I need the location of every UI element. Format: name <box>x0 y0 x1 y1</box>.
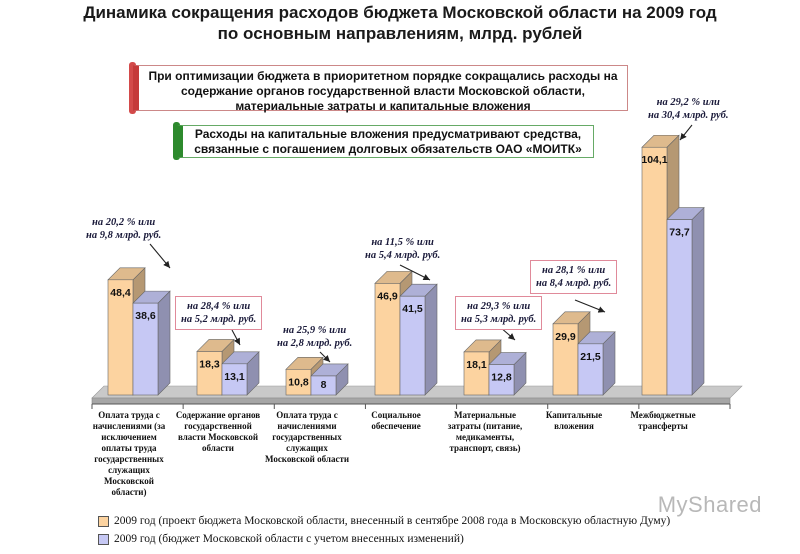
chart-bars: 48,4 38,6 18,3 13,1 10,8 8 46,9 41,5 18,1 12,8 29,… <box>107 134 705 396</box>
bar-side <box>691 206 705 396</box>
bar-value-label: 38,6 <box>135 310 156 322</box>
category-label-4: Материальные затраты (питание, медикамен… <box>447 410 523 453</box>
annotation-line-2: на 5,4 млрд. руб. <box>365 250 441 261</box>
note-scroll-marker <box>129 62 136 114</box>
watermark-logo: MyShared <box>658 492 762 518</box>
category-label-3: Социальное обеспечение <box>371 410 421 431</box>
annotation-line-1: на 29,3 % или <box>467 301 531 312</box>
legend-swatch-lavender <box>98 533 109 545</box>
bar-front <box>132 302 159 396</box>
bar-front <box>552 323 579 396</box>
note-capital-text: Расходы на капитальные вложения предусма… <box>194 127 582 156</box>
bar-front <box>641 146 668 396</box>
annotation-line-2: на 5,2 млрд. руб. <box>181 314 257 325</box>
annotation-line-2: на 30,4 млрд. руб. <box>648 110 729 121</box>
bar-value-label: 41,5 <box>402 303 423 315</box>
annotation-arrow <box>574 299 606 313</box>
annotation-arrow <box>679 124 693 141</box>
annotation-line-1: на 28,4 % или <box>187 301 251 312</box>
bar-series-1-4: 18,1 <box>463 339 502 396</box>
annotation-arrows <box>149 124 693 363</box>
change-annotation-2: на 25,9 % или на 2,8 млрд. руб. <box>277 324 352 350</box>
annotation-line-2: на 8,4 млрд. руб. <box>536 278 612 289</box>
bar-value-label: 8 <box>321 379 327 391</box>
bar-value-label: 73,7 <box>669 227 690 239</box>
annotation-line-2: на 5,3 млрд. руб. <box>461 314 537 325</box>
bar-value-label: 46,9 <box>377 290 398 302</box>
annotation-arrow <box>399 264 431 281</box>
bar-value-label: 18,1 <box>466 359 487 371</box>
annotation-line-2: на 9,8 млрд. руб. <box>86 230 162 241</box>
bar-front <box>285 368 312 396</box>
annotation-line-2: на 2,8 млрд. руб. <box>277 338 353 349</box>
annotation-arrow <box>149 243 171 269</box>
floor-front <box>91 397 731 405</box>
legend-item-series-1: 2009 год (проект бюджета Московской обла… <box>98 515 670 527</box>
bar-series-2-0: 38,6 <box>132 290 171 396</box>
annotation-line-1: на 28,1 % или <box>542 265 606 276</box>
bar-front <box>488 364 515 396</box>
bar-value-label: 29,9 <box>555 331 576 343</box>
category-label-6: Межбюджетные трансферты <box>630 410 696 431</box>
category-label-2: Оплата труда с начислениями государствен… <box>264 410 350 464</box>
category-label-1: Содержание органов государственной власт… <box>175 410 261 453</box>
chart-title: Динамика сокращения расходов бюджета Мос… <box>0 2 800 44</box>
bar-series-2-2: 8 <box>310 363 349 396</box>
bar-side <box>424 283 438 396</box>
legend-label-series-1: 2009 год (проект бюджета Московской обла… <box>114 515 671 527</box>
bar-series-2-5: 21,5 <box>577 331 616 396</box>
note-scroll-marker-green <box>173 122 180 160</box>
annotation-arrow <box>319 351 331 363</box>
annotation-line-1: на 20,2 % или <box>92 217 156 228</box>
category-label-5: Капитальные вложения <box>545 410 603 431</box>
bar-value-label: 18,3 <box>199 358 220 370</box>
bar-front <box>196 351 223 396</box>
bar-value-label: 48,4 <box>110 287 131 299</box>
annotation-arrow <box>231 329 241 346</box>
title-line-2: по основным направлениям, млрд. рублей <box>217 24 583 43</box>
note-optimization-text: При оптимизации бюджета в приоритетном п… <box>148 69 618 113</box>
annotation-line-1: на 29,2 % или <box>656 97 720 108</box>
bar-series-2-1: 13,1 <box>221 351 260 396</box>
bar-front <box>310 375 337 396</box>
bar-value-label: 21,5 <box>580 351 601 363</box>
bar-front <box>577 343 604 396</box>
legend-label-series-2: 2009 год (бюджет Московской области с уч… <box>114 533 464 545</box>
bar-front <box>107 279 134 396</box>
change-annotation-1: на 28,4 % или на 5,2 млрд. руб. <box>175 296 263 330</box>
title-line-1: Динамика сокращения расходов бюджета Мос… <box>83 3 717 22</box>
note-capital-investments: Расходы на капитальные вложения предусма… <box>177 125 594 158</box>
bar-side <box>157 290 171 396</box>
change-annotation-5: на 28,1 % или на 8,4 млрд. руб. <box>530 260 618 294</box>
bar-front <box>374 283 401 396</box>
bar-front <box>399 295 426 396</box>
bar-value-label: 10,8 <box>288 376 309 388</box>
bar-series-2-6: 73,7 <box>666 206 705 396</box>
change-annotation-3: на 11,5 % или на 5,4 млрд. руб. <box>365 236 440 262</box>
bar-front <box>221 363 248 396</box>
legend-swatch-orange <box>98 515 109 527</box>
legend-item-series-2: 2009 год (бюджет Московской области с уч… <box>98 533 464 545</box>
annotation-line-1: на 11,5 % или <box>371 237 434 248</box>
bar-front <box>666 219 693 396</box>
change-annotation-6: на 29,2 % или на 30,4 млрд. руб. <box>648 96 729 122</box>
bar-series-2-4: 12,8 <box>488 351 527 396</box>
change-annotation-0: на 20,2 % или на 9,8 млрд. руб. <box>86 216 161 242</box>
bar-value-label: 13,1 <box>224 371 245 383</box>
bar-value-label: 104,1 <box>641 154 667 166</box>
note-optimization: При оптимизации бюджета в приоритетном п… <box>133 65 628 113</box>
watermark-text: MyShared <box>657 492 762 517</box>
bar-series-2-3: 41,5 <box>399 283 438 396</box>
annotation-line-1: на 25,9 % или <box>283 325 347 336</box>
bar-value-label: 12,8 <box>491 372 512 384</box>
category-label-0: Оплата труда с начислениями (за исключен… <box>92 410 166 497</box>
change-annotation-4: на 29,3 % или на 5,3 млрд. руб. <box>455 296 543 330</box>
